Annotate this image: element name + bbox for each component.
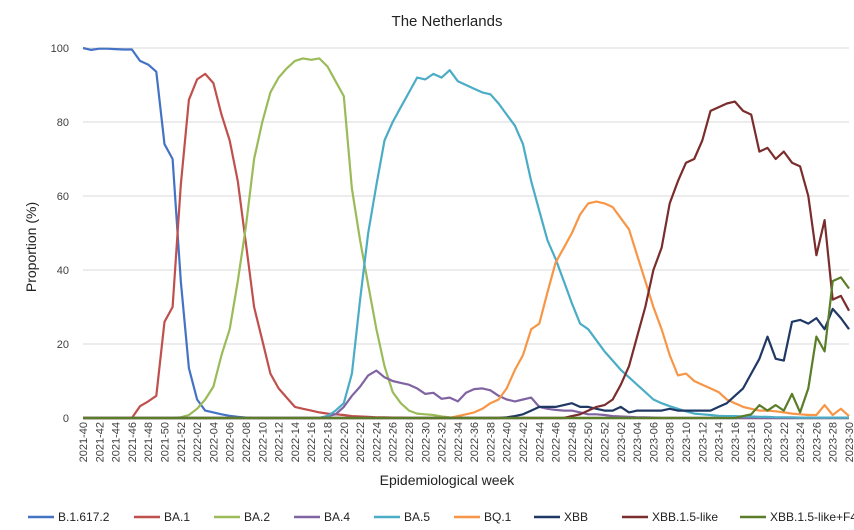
y-tick-label: 0	[63, 413, 69, 425]
gridlines	[83, 47, 849, 419]
legend-label-2: BA.2	[244, 510, 270, 524]
y-tick-label: 100	[51, 43, 69, 55]
x-tick-label: 2022-20	[339, 422, 351, 462]
legend-label-8: XBB.1.5-like+F456L	[770, 510, 854, 524]
x-tick-label: 2023-06	[648, 422, 660, 462]
x-tick-label: 2022-50	[583, 422, 595, 462]
series-line-0	[82, 46, 849, 420]
x-tick-label: 2022-44	[534, 422, 546, 462]
series-line-1	[83, 72, 849, 420]
chart-title: The Netherlands	[392, 13, 503, 30]
x-tick-label: 2022-30	[420, 422, 432, 462]
x-tick-label: 2022-40	[502, 422, 514, 462]
x-tick-label: 2022-32	[437, 422, 449, 462]
x-tick-label: 2023-26	[811, 422, 823, 462]
legend-label-4: BA.5	[404, 510, 430, 524]
x-tick-label: 2022-26	[388, 422, 400, 462]
legend-label-3: BA.4	[324, 510, 350, 524]
series-line-8	[83, 276, 850, 420]
x-tick-label: 2021-52	[176, 422, 188, 462]
x-tick-label: 2022-04	[208, 422, 220, 462]
series-lines	[82, 46, 850, 420]
x-tick-label: 2022-08	[241, 422, 253, 462]
x-tick-label: 2023-28	[828, 422, 840, 462]
x-tick-label: 2022-34	[453, 422, 465, 462]
x-tick-label: 2023-14	[714, 422, 726, 462]
x-tick-label: 2022-36	[469, 422, 481, 462]
x-tick-label: 2022-28	[404, 422, 416, 462]
x-tick-label: 2023-04	[632, 422, 644, 462]
x-tick-label: 2022-42	[518, 422, 530, 462]
series-line-3	[83, 369, 849, 420]
x-tick-label: 2022-46	[551, 422, 563, 462]
y-axis-title: Proportion (%)	[23, 202, 39, 292]
x-tick-label: 2021-48	[143, 422, 155, 462]
x-tick-label: 2022-48	[567, 422, 579, 462]
legend-label-5: BQ.1	[484, 510, 512, 524]
x-axis-ticks: 2021-40 2021-42 2021-44 2021-46 2021-48 2021-…	[78, 422, 854, 462]
x-tick-label: 2021-50	[159, 422, 171, 462]
x-tick-label: 2023-20	[763, 422, 775, 462]
x-tick-label: 2023-02	[616, 422, 628, 462]
x-tick-label: 2021-44	[111, 422, 123, 462]
x-tick-label: 2022-38	[485, 422, 497, 462]
legend-label-7: XBB.1.5-like	[652, 510, 718, 524]
x-tick-label: 2021-40	[78, 422, 90, 462]
x-tick-label: 2023-16	[730, 422, 742, 462]
x-tick-label: 2023-08	[665, 422, 677, 462]
series-line-5	[83, 200, 850, 420]
series-line-7	[83, 100, 850, 420]
x-tick-label: 2022-52	[600, 422, 612, 462]
y-axis-ticks: 0 20 40 60 80 100	[51, 43, 69, 425]
x-axis-title: Epidemiological week	[380, 472, 516, 488]
x-tick-label: 2023-22	[779, 422, 791, 462]
x-tick-label: 2023-10	[681, 422, 693, 462]
x-tick-label: 2022-06	[225, 422, 237, 462]
legend-label-1: BA.1	[164, 510, 190, 524]
x-tick-label: 2022-12	[274, 422, 286, 462]
y-tick-label: 20	[57, 339, 69, 351]
x-tick-label: 2022-16	[306, 422, 318, 462]
x-tick-label: 2023-24	[795, 422, 807, 462]
legend: B.1.617.2 BA.1 BA.2 BA.4 BA.5 BQ.1 XBB XBB.1.5-…	[28, 510, 854, 524]
y-tick-label: 60	[57, 191, 69, 203]
legend-label-6: XBB	[564, 510, 588, 524]
x-tick-label: 2022-24	[371, 422, 383, 462]
x-tick-label: 2022-10	[257, 422, 269, 462]
legend-label-0: B.1.617.2	[58, 510, 110, 524]
x-tick-label: 2021-46	[127, 422, 139, 462]
x-tick-label: 2022-02	[192, 422, 204, 462]
series-line-2	[83, 57, 849, 420]
y-tick-label: 80	[57, 117, 69, 129]
x-tick-label: 2023-30	[844, 422, 854, 462]
x-tick-label: 2022-22	[355, 422, 367, 462]
x-tick-label: 2021-42	[94, 422, 106, 462]
x-tick-label: 2022-14	[290, 422, 302, 462]
x-tick-label: 2022-18	[322, 422, 334, 462]
x-tick-label: 2023-18	[746, 422, 758, 462]
y-tick-label: 40	[57, 265, 69, 277]
x-tick-label: 2023-12	[697, 422, 709, 462]
